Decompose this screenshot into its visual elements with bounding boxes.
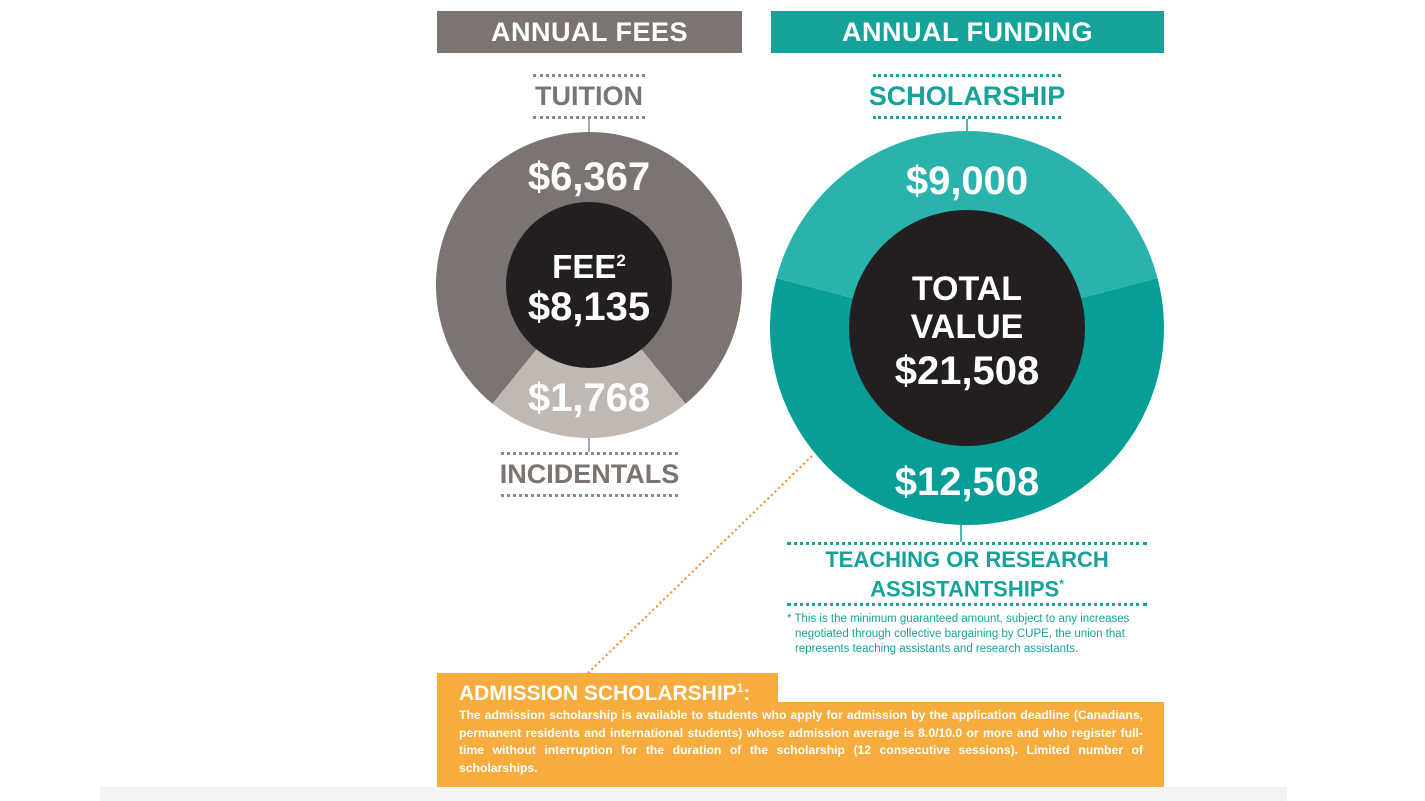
bottom-strip: [100, 787, 1287, 801]
admission-scholarship-title: ADMISSION SCHOLARSHIP1:: [459, 681, 751, 705]
assistantships-label-line2: ASSISTANTSHIPS*: [870, 576, 1064, 602]
admission-scholarship-box: [437, 702, 1164, 792]
assistantships-label-line1: TEACHING OR RESEARCH: [825, 546, 1109, 572]
scholarship-value: $9,000: [906, 159, 1028, 203]
admission-scholarship-text: The admission scholarship is available t…: [459, 708, 1143, 775]
funding-center-circle: [849, 210, 1085, 446]
fees-center-value: $8,135: [528, 285, 650, 329]
funding-center-value: $21,508: [895, 349, 1040, 393]
funding-donut: $9,000 $12,508 TOTAL VALUE $21,508: [769, 130, 1165, 525]
annual-fees-title: ANNUAL FEES: [490, 16, 689, 47]
annual-funding-title: ANNUAL FUNDING: [842, 16, 1093, 47]
funding-center-line1: TOTAL: [912, 270, 1022, 308]
annual-fees-header: ANNUAL FEES: [437, 11, 742, 53]
admission-connector: [587, 455, 813, 674]
fees-center-label: FEE2: [552, 248, 626, 285]
scholarship-label: SCHOLARSHIP: [869, 74, 1065, 119]
funding-center-line2: VALUE: [911, 308, 1024, 346]
fees-donut: $6,367 $1,768 FEE2 $8,135: [436, 132, 743, 439]
incidentals-value: $1,768: [528, 376, 650, 420]
tuition-value: $6,367: [528, 155, 650, 199]
admission-title-tab: [437, 673, 778, 705]
admission-superscript: 1: [736, 681, 744, 695]
assistantships-footnote: * This is the minimum guaranteed amount,…: [787, 613, 1130, 655]
assistantships-asterisk: *: [1059, 576, 1064, 591]
assistantships-label: TEACHING OR RESEARCH ASSISTANTSHIPS*: [787, 542, 1147, 606]
fees-center-circle: [506, 202, 672, 368]
assistantships-value: $12,508: [895, 460, 1040, 504]
incidentals-label: INCIDENTALS: [500, 452, 679, 497]
annual-funding-header: ANNUAL FUNDING: [771, 11, 1164, 53]
tuition-label: TUITION: [533, 74, 645, 119]
